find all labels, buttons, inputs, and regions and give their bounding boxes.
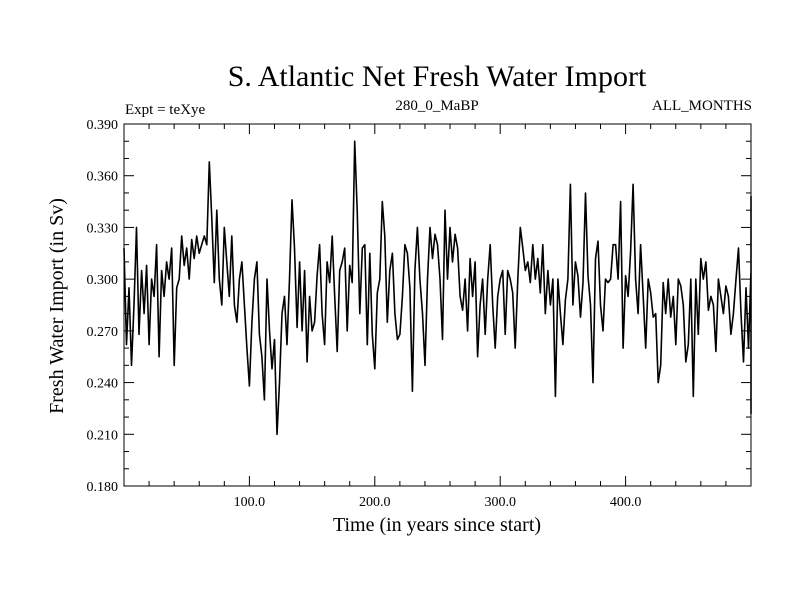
months-label: ALL_MONTHS [652,98,752,114]
period-label: 280_0_MaBP [395,98,478,114]
y-tick-label: 0.300 [87,273,119,288]
experiment-label: Expt = teXye [125,102,205,118]
chart-title: S. Atlantic Net Fresh Water Import [228,60,647,93]
y-tick-label: 0.360 [87,170,119,185]
x-tick-label: 300.0 [484,495,516,510]
y-axis-label: Fresh Water Import (in Sv) [46,198,68,414]
x-tick-label: 100.0 [234,495,266,510]
y-tick-label: 0.270 [87,325,119,340]
x-tick-label: 400.0 [610,495,642,510]
y-tick-label: 0.330 [87,221,119,236]
y-tick-label: 0.240 [87,377,119,392]
x-axis-label: Time (in years since start) [333,514,541,536]
axis-ticks: 0.180 0.210 0.240 0.270 0.300 0.330 0.360 0.390… [87,118,751,510]
series-line-0 [123,140,752,436]
y-tick-label: 0.390 [87,118,119,133]
series-layer [123,140,752,436]
y-tick-label: 0.180 [87,480,119,495]
plot-frame [123,123,752,487]
y-tick-label: 0.210 [87,428,119,443]
x-tick-label: 200.0 [359,495,391,510]
